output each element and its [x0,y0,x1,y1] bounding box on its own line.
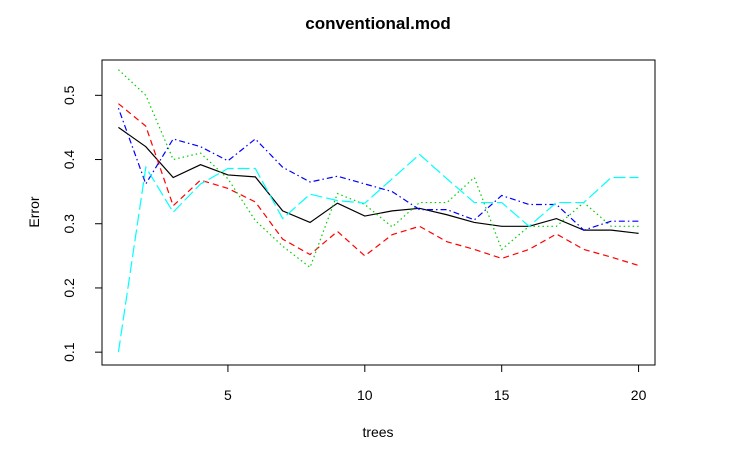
chart-title: conventional.mod [305,14,450,33]
y-tick-label: 0.4 [61,150,77,170]
y-tick-label: 0.2 [61,278,77,298]
series-line-4 [117,107,639,231]
plot-frame [101,59,656,366]
y-tick-label: 0.3 [61,214,77,234]
y-tick-label: 0.5 [61,85,77,105]
x-axis-label: trees [362,424,393,440]
series-layer [117,69,639,353]
y-axis-label: Error [26,196,42,227]
x-tick-label: 20 [631,387,647,403]
series-line-2 [118,103,639,267]
series-line-1 [118,126,639,234]
series-line-5 [117,153,639,353]
series-line-3 [118,69,639,269]
x-axis: 5 10 15 20 [118,364,647,403]
x-tick-label: 15 [494,387,510,403]
y-axis: 0.1 0.2 0.3 0.4 0.5 [61,85,103,362]
x-tick-label: 5 [224,387,232,403]
x-tick-label: 10 [357,387,373,403]
y-tick-label: 0.1 [61,342,77,362]
